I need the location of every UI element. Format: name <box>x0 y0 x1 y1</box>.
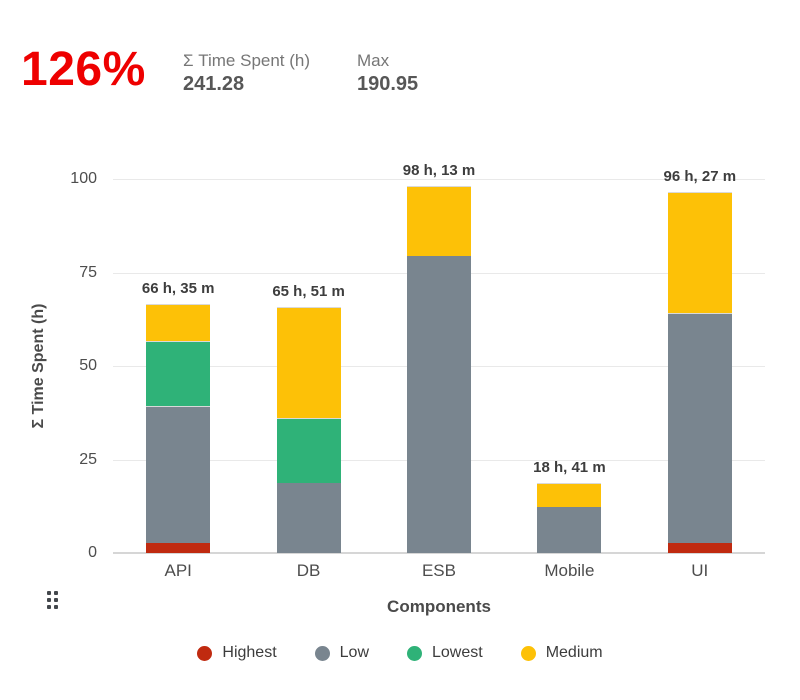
legend-swatch-low-icon <box>314 645 330 661</box>
bar-segment-api-low[interactable] <box>146 406 211 544</box>
legend-label-lowest: Lowest <box>432 644 483 661</box>
legend-label-medium: Medium <box>545 644 603 661</box>
gridline-100 <box>113 179 765 180</box>
stat-total-time-label: Σ Time Spent (h) <box>183 51 311 70</box>
bar-segment-db-medium[interactable] <box>276 306 341 418</box>
x-axis-title: Components <box>387 597 491 616</box>
y-tick-label-0: 0 <box>88 544 97 561</box>
bar-segment-ui-highest[interactable] <box>667 543 732 553</box>
bar-segment-api-lowest[interactable] <box>146 340 211 407</box>
stat-max-value: 190.95 <box>357 73 419 96</box>
kpi-percent: 126% <box>21 43 146 96</box>
bar-mobile <box>537 483 602 553</box>
bar-segment-ui-low[interactable] <box>667 312 732 544</box>
y-tick-label-100: 100 <box>70 170 97 187</box>
legend-item-lowest[interactable]: Lowest <box>407 644 483 662</box>
bar-segment-api-highest[interactable] <box>146 543 211 553</box>
chart-legend: Highest Low Lowest Medium <box>0 644 800 662</box>
bar-segment-db-low[interactable] <box>276 483 341 553</box>
bar-value-label-mobile: 18 h, 41 m <box>533 459 606 477</box>
bar-segment-api-medium[interactable] <box>146 304 211 341</box>
legend-item-medium[interactable]: Medium <box>520 644 603 662</box>
bar-segment-mobile-medium[interactable] <box>537 483 602 508</box>
y-tick-label-25: 25 <box>79 450 97 468</box>
bar-esb <box>407 185 471 553</box>
x-tick-label-api: API <box>164 561 192 580</box>
bar-value-label-api: 66 h, 35 m <box>141 280 215 297</box>
x-tick-label-ui: UI <box>691 561 709 580</box>
bar-api <box>146 304 211 553</box>
gridline-0 <box>113 552 765 554</box>
x-tick-label-db: DB <box>296 561 321 580</box>
bar-segment-ui-medium[interactable] <box>667 192 732 313</box>
legend-item-low[interactable]: Low <box>314 644 369 662</box>
stat-max: Max 190.95 <box>357 51 418 96</box>
legend-swatch-lowest-icon <box>407 645 422 661</box>
x-tick-label-mobile: Mobile <box>544 561 595 580</box>
legend-label-low: Low <box>339 644 369 661</box>
x-tick-label-esb: ESB <box>421 561 456 580</box>
stat-total-time-value: 241.28 <box>183 73 245 96</box>
y-tick-label-50: 50 <box>79 357 97 374</box>
legend-item-highest[interactable]: Highest <box>197 644 277 662</box>
bar-segment-esb-medium[interactable] <box>407 185 471 257</box>
bar-segment-mobile-low[interactable] <box>537 507 602 553</box>
bar-value-label-db: 65 h, 51 m <box>272 282 345 300</box>
bar-value-label-esb: 98 h, 13 m <box>402 161 476 179</box>
legend-label-highest: Highest <box>222 644 277 661</box>
stat-max-label: Max <box>357 51 390 70</box>
bar-segment-esb-low[interactable] <box>407 256 471 553</box>
y-tick-label-75: 75 <box>79 263 97 281</box>
bar-segment-db-lowest[interactable] <box>276 418 341 484</box>
bar-db <box>276 306 341 553</box>
legend-swatch-highest-icon <box>197 645 213 661</box>
legend-swatch-medium-icon <box>520 645 536 661</box>
bar-ui <box>667 192 732 553</box>
drag-handle-icon[interactable] <box>47 591 58 609</box>
bar-value-label-ui: 96 h, 27 m <box>663 168 737 186</box>
stat-total-time: Σ Time Spent (h) 241.28 <box>183 51 310 96</box>
